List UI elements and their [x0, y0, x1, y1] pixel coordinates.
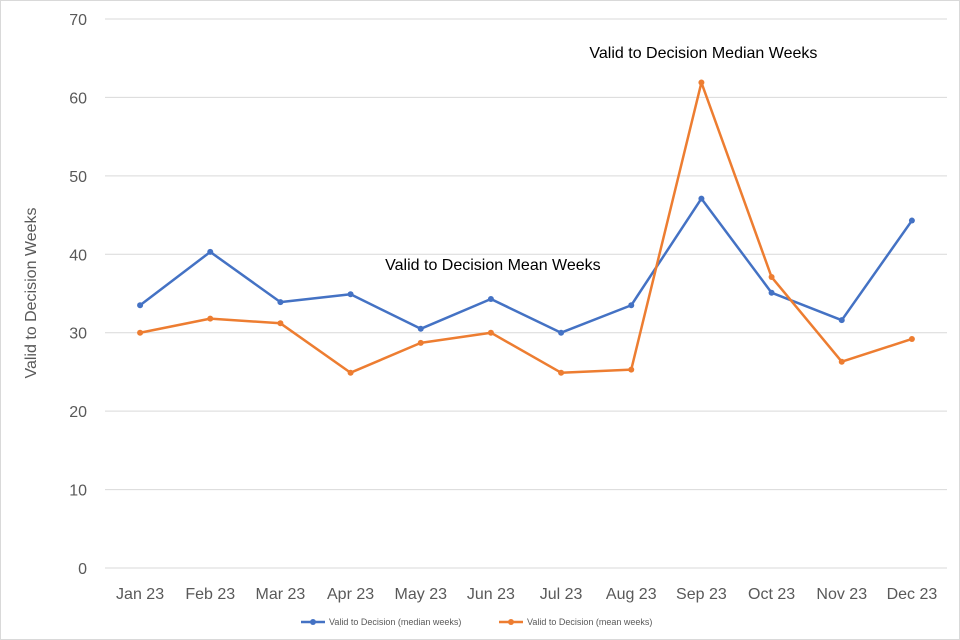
x-tick-label: Nov 23 — [816, 586, 867, 603]
x-tick-label: Aug 23 — [606, 586, 657, 603]
data-point — [698, 195, 705, 202]
x-tick-label: Jan 23 — [116, 586, 164, 603]
series-lines — [137, 79, 915, 376]
y-axis-ticks: 0 10 20 30 40 50 60 70 — [69, 12, 87, 578]
data-point — [838, 358, 845, 365]
x-tick-label: Sep 23 — [676, 586, 727, 603]
legend: Valid to Decision (median weeks) Valid to… — [301, 617, 652, 627]
x-tick-label: Jul 23 — [540, 586, 583, 603]
x-tick-label: Feb 23 — [185, 586, 235, 603]
annotations: Valid to Decision Median Weeks Valid to D… — [385, 45, 817, 274]
series-mean — [137, 79, 915, 376]
data-point — [207, 248, 214, 255]
data-point — [908, 335, 915, 342]
legend-marker — [310, 619, 316, 625]
legend-item: Valid to Decision (mean weeks) — [499, 617, 652, 627]
annotation-label: Valid to Decision Mean Weeks — [385, 257, 601, 274]
annotation-label: Valid to Decision Median Weeks — [589, 45, 817, 62]
data-point — [277, 299, 284, 306]
x-tick-label: Apr 23 — [327, 586, 374, 603]
y-tick-label: 40 — [69, 247, 87, 264]
y-tick-label: 10 — [69, 483, 87, 500]
x-axis-ticks: Jan 23 Feb 23 Mar 23 Apr 23 May 23 Jun 23 Jul … — [116, 586, 937, 603]
gridlines — [105, 18, 947, 569]
data-point — [347, 369, 354, 376]
data-point — [628, 366, 635, 373]
x-tick-label: Dec 23 — [887, 586, 938, 603]
data-point — [558, 329, 565, 336]
data-point — [487, 295, 494, 302]
data-point — [207, 315, 214, 322]
data-point — [558, 369, 565, 376]
data-point — [698, 79, 705, 86]
y-tick-label: 60 — [69, 90, 87, 107]
data-point — [417, 325, 424, 332]
legend-item: Valid to Decision (median weeks) — [301, 617, 461, 627]
y-axis-title: Valid to Decision Weeks — [23, 207, 40, 378]
data-point — [908, 217, 915, 224]
data-point — [487, 329, 494, 336]
x-tick-label: Jun 23 — [467, 586, 515, 603]
x-tick-label: Mar 23 — [256, 586, 306, 603]
x-tick-label: May 23 — [395, 586, 448, 603]
legend-label: Valid to Decision (mean weeks) — [527, 617, 652, 627]
series-line — [139, 81, 913, 374]
x-tick-label: Oct 23 — [748, 586, 795, 603]
y-tick-label: 30 — [69, 326, 87, 343]
data-point — [768, 274, 775, 281]
y-tick-label: 70 — [69, 12, 87, 29]
series-median — [137, 195, 915, 336]
series-line — [139, 197, 913, 334]
legend-marker — [508, 619, 514, 625]
legend-label: Valid to Decision (median weeks) — [329, 617, 461, 627]
data-point — [137, 329, 144, 336]
data-point — [628, 302, 635, 309]
data-point — [277, 320, 284, 327]
data-point — [838, 317, 845, 324]
data-point — [137, 302, 144, 309]
y-tick-label: 20 — [69, 404, 87, 421]
y-tick-label: 50 — [69, 169, 87, 186]
data-point — [417, 339, 424, 346]
data-point — [347, 291, 354, 298]
y-tick-label: 0 — [78, 561, 87, 578]
data-point — [768, 289, 775, 296]
